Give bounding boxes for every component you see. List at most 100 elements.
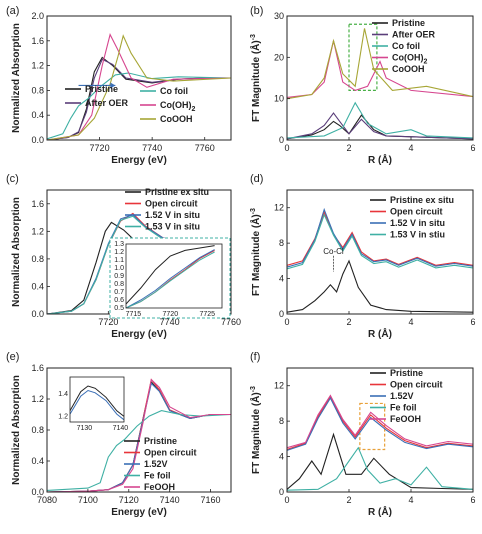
y-axis-label: FT Magnitude (Å)-3 <box>249 208 262 296</box>
inset-x-tick: 7720 <box>163 311 179 318</box>
legend-entry: 1.52 V in situ <box>390 218 445 228</box>
legend-entry: 1.52V <box>390 391 414 401</box>
panel-a: (a) 7720 7740 7760 0.0 0.4 0.8 1.2 1.6 2.0 Energy … <box>6 5 232 166</box>
legend-entry: 1.53 V in situ <box>145 222 200 232</box>
panel-label: (c) <box>6 173 19 185</box>
panel-d: (d) Co-Cl 0 2 4 6 0 4 8 12 R (Å) FT Magnitude (Å)-3… <box>249 173 476 340</box>
legend-entry: Pristine ex situ <box>145 187 209 197</box>
y-tick-label: 0 <box>279 309 284 319</box>
legend-entry: After OER <box>392 30 436 40</box>
x-axis-label: Energy (eV) <box>111 507 167 518</box>
legend-entry: Open circuit <box>390 207 443 217</box>
inset-y-tick: 1.4 <box>58 391 68 398</box>
inset: 7715 7720 7725 0.50.60.70.80.91.01.11.21.3 <box>109 237 231 319</box>
legend-entry: Co foil <box>392 41 420 51</box>
inset-y-tick: 0.6 <box>114 297 124 304</box>
series-line-open-circuit <box>287 395 473 451</box>
x-tick-label: 7120 <box>119 495 139 505</box>
x-axis-label: R (Å) <box>368 153 392 166</box>
x-tick-label: 7080 <box>37 495 57 505</box>
x-tick-label: 4 <box>408 495 413 505</box>
plot-frame <box>46 15 232 141</box>
legend-entry: CoOOH <box>160 114 193 124</box>
legend-entry: Fe foil <box>144 471 171 481</box>
x-tick-label: 4 <box>408 317 413 327</box>
panel-b: (b) 0 2 4 6 0 10 20 30 R (Å) FT Magnitude (Å)-3 Pri… <box>249 5 476 166</box>
inset-y-tick: 1.2 <box>58 413 68 420</box>
legend-entry: Open circuit <box>390 380 443 390</box>
legend-entry: After OER <box>85 98 129 108</box>
series-group <box>47 33 231 140</box>
x-axis-label: Energy (eV) <box>111 329 167 340</box>
inset-line <box>70 385 124 417</box>
inset-x-tick: 7715 <box>126 311 142 318</box>
inset-y-tick: 0.5 <box>114 305 124 312</box>
legend-entry: CoOOH <box>392 64 425 74</box>
inset-x-tick: 7725 <box>199 311 215 318</box>
series-group <box>287 394 473 491</box>
y-tick-label: 0.0 <box>31 135 44 145</box>
y-tick-label: 1.6 <box>31 363 44 373</box>
y-axis-label: Normalized Absorption <box>11 197 22 307</box>
x-tick-label: 7100 <box>78 495 98 505</box>
panel-label: (b) <box>250 5 263 17</box>
legend-entry: Open circuit <box>144 448 197 458</box>
legend-entry: Pristine <box>390 368 423 378</box>
y-tick-label: 4 <box>279 274 284 284</box>
series-line-1-52v <box>287 396 473 451</box>
x-tick-label: 0 <box>284 495 289 505</box>
y-tick-label: 0.8 <box>31 425 44 435</box>
series-line-pristine <box>287 114 473 140</box>
y-axis-label: Normalized Absorption <box>11 23 22 133</box>
y-tick-label: 0.4 <box>31 110 44 120</box>
series-line-fe-foil <box>287 446 473 491</box>
series-line-coooh <box>47 34 231 140</box>
inset-line <box>70 389 124 421</box>
y-tick-label: 1.6 <box>31 36 44 46</box>
x-tick-label: 7140 <box>160 495 180 505</box>
y-tick-label: 1.2 <box>31 394 44 404</box>
legend-entry: Fe foil <box>390 403 417 413</box>
series-line-1-52-v-in-situ <box>287 207 473 268</box>
plot-frame <box>286 189 474 315</box>
inset-frame <box>69 376 125 423</box>
y-tick-label: 10 <box>274 94 284 104</box>
series-line-feooh <box>287 394 473 449</box>
legend-entry: Open circuit <box>145 199 198 209</box>
legend-entry: Co(OH)2 <box>160 100 196 113</box>
inset-y-tick: 0.9 <box>114 273 124 280</box>
arrow-head <box>110 82 116 89</box>
inset-frame <box>125 243 223 309</box>
inset-line <box>126 245 215 305</box>
x-axis-label: R (Å) <box>368 505 392 518</box>
series-line-coooh <box>287 28 473 100</box>
x-tick-label: 7740 <box>160 317 180 327</box>
y-tick-label: 0.0 <box>31 487 44 497</box>
legend-entry: Co(OH)2 <box>392 53 428 66</box>
inset-x-tick: 7130 <box>77 425 93 432</box>
series-line-1-53-v-in-stiu <box>287 213 473 270</box>
inset-x-tick: 7140 <box>113 425 129 432</box>
panel-label: (a) <box>6 5 19 17</box>
y-tick-label: 0.4 <box>31 456 44 466</box>
legend-entry: Pristine <box>144 436 177 446</box>
y-tick-label: 0 <box>279 135 284 145</box>
legend-entry: 1.52V <box>144 459 168 469</box>
y-tick-label: 0.0 <box>31 309 44 319</box>
y-tick-label: 30 <box>274 11 284 21</box>
x-tick-label: 7760 <box>195 143 215 153</box>
series-line-co-oh-2 <box>47 33 231 140</box>
y-tick-label: 8 <box>279 416 284 426</box>
y-axis-label: FT Magnitude (Å)-3 <box>249 386 262 474</box>
series-line-pristine-ex-situ <box>287 259 473 313</box>
inset-y-tick: 1.1 <box>114 257 124 264</box>
inset-line <box>126 249 215 308</box>
x-tick-label: 7720 <box>98 317 118 327</box>
x-tick-label: 4 <box>408 143 413 153</box>
legend-entry: Pristine ex situ <box>390 195 454 205</box>
series-line-co-oh-2 <box>287 40 473 98</box>
